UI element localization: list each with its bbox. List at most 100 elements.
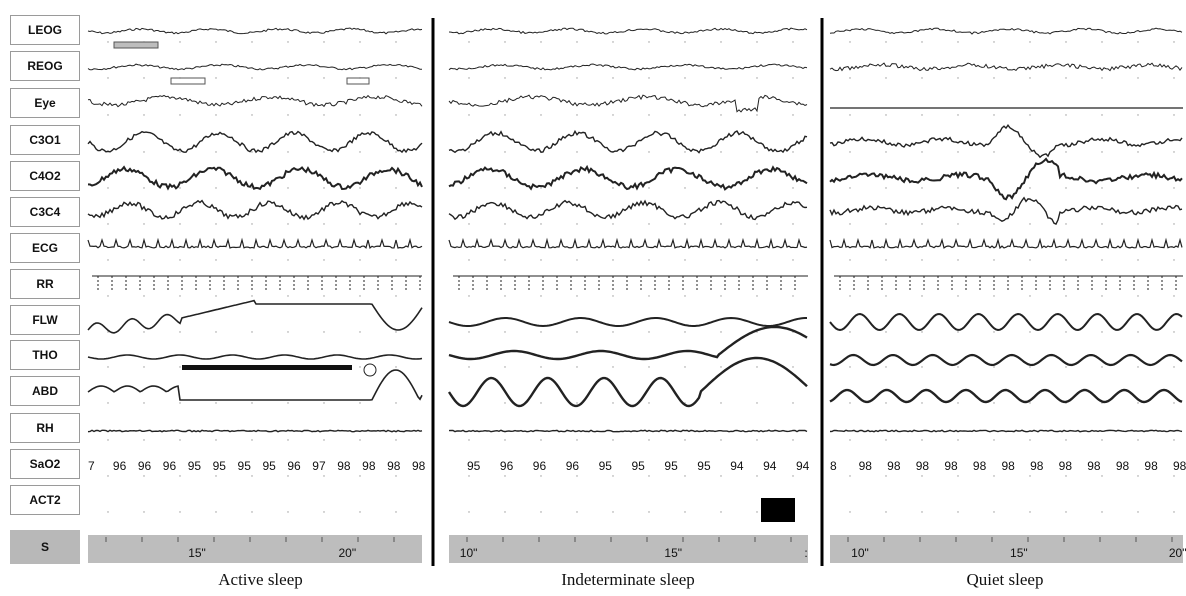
grid-dot <box>849 511 851 513</box>
grid-dot <box>612 439 614 441</box>
sao2-value: 96 <box>138 459 152 473</box>
grid-dot <box>1029 41 1031 43</box>
grid-dot <box>756 295 758 297</box>
grid-dot <box>576 366 578 368</box>
grid-dot <box>143 259 145 261</box>
grid-dot <box>612 114 614 116</box>
ecg-trace-active <box>87 237 423 249</box>
grid-dot <box>612 41 614 43</box>
grid-dot <box>1101 41 1103 43</box>
grid-dot <box>1101 511 1103 513</box>
grid-dot <box>957 402 959 404</box>
grid-dot <box>395 41 397 43</box>
grid-dot <box>957 77 959 79</box>
grid-dot <box>323 41 325 43</box>
grid-dot <box>957 151 959 153</box>
grid-dot <box>849 41 851 43</box>
grid-dot <box>849 77 851 79</box>
stage-label: S <box>40 540 49 554</box>
c4o2-trace-active <box>87 165 423 191</box>
grid-dot <box>179 295 181 297</box>
grid-dot <box>849 259 851 261</box>
grid-dot <box>921 511 923 513</box>
rem-marker <box>113 41 159 49</box>
grid-dot <box>1137 259 1139 261</box>
sao2-value: 95 <box>664 459 678 473</box>
grid-dot <box>395 151 397 153</box>
grid-dot <box>576 475 578 477</box>
sao2-value: 98 <box>1030 459 1044 473</box>
grid-dot <box>1101 223 1103 225</box>
grid-dot <box>756 259 758 261</box>
grid-dot <box>251 439 253 441</box>
grid-dot <box>287 331 289 333</box>
channel-label-c4o2: C4O2 <box>10 161 80 191</box>
grid-dot <box>287 223 289 225</box>
sao2-value: 98 <box>1144 459 1158 473</box>
grid-dot <box>1173 475 1175 477</box>
grid-dot <box>1137 114 1139 116</box>
grid-dot <box>885 77 887 79</box>
grid-dot <box>576 439 578 441</box>
grid-dot <box>468 223 470 225</box>
grid-dot <box>648 331 650 333</box>
grid-dot <box>179 402 181 404</box>
grid-dot <box>1137 511 1139 513</box>
time-tick-label: 10" <box>460 546 478 560</box>
grid-dot <box>684 114 686 116</box>
grid-dot <box>792 295 794 297</box>
grid-dot <box>921 366 923 368</box>
grid-dot <box>215 295 217 297</box>
grid-dot <box>720 223 722 225</box>
grid-dot <box>504 511 506 513</box>
grid-dot <box>179 41 181 43</box>
sao2-value: 95 <box>599 459 613 473</box>
grid-dot <box>504 41 506 43</box>
grid-dot <box>1029 259 1031 261</box>
grid-dot <box>359 114 361 116</box>
grid-dot <box>993 77 995 79</box>
grid-dot <box>1137 439 1139 441</box>
grid-dot <box>612 77 614 79</box>
grid-dot <box>323 475 325 477</box>
grid-dot <box>921 259 923 261</box>
grid-dot <box>1173 511 1175 513</box>
sao2-value: 95 <box>213 459 227 473</box>
grid-dot <box>684 366 686 368</box>
grid-dot <box>1101 475 1103 477</box>
sao2-value: 96 <box>500 459 514 473</box>
grid-dot <box>1173 366 1175 368</box>
grid-dot <box>179 259 181 261</box>
channel-label-ecg: ECG <box>10 233 80 263</box>
grid-dot <box>287 151 289 153</box>
grid-dot <box>359 187 361 189</box>
grid-dot <box>648 402 650 404</box>
grid-dot <box>1101 259 1103 261</box>
grid-dot <box>395 402 397 404</box>
grid-dot <box>323 511 325 513</box>
grid-dot <box>921 475 923 477</box>
stage-box: S <box>10 530 80 564</box>
grid-dot <box>1065 511 1067 513</box>
grid-dot <box>885 151 887 153</box>
grid-dot <box>287 114 289 116</box>
grid-dot <box>576 114 578 116</box>
sao2-value: 95 <box>262 459 276 473</box>
grid-dot <box>143 402 145 404</box>
grid-dot <box>576 295 578 297</box>
tho-trace-active <box>87 354 423 360</box>
grid-dot <box>251 223 253 225</box>
grid-dot <box>993 511 995 513</box>
time-bar-active <box>88 535 422 563</box>
grid-dot <box>576 402 578 404</box>
grid-dot <box>179 439 181 441</box>
channel-label-c3o1: C3O1 <box>10 125 80 155</box>
grid-dot <box>215 77 217 79</box>
sao2-value: 98 <box>973 459 987 473</box>
grid-dot <box>1101 366 1103 368</box>
grid-dot <box>1173 77 1175 79</box>
grid-dot <box>1173 223 1175 225</box>
grid-dot <box>885 366 887 368</box>
grid-dot <box>468 366 470 368</box>
grid-dot <box>143 223 145 225</box>
